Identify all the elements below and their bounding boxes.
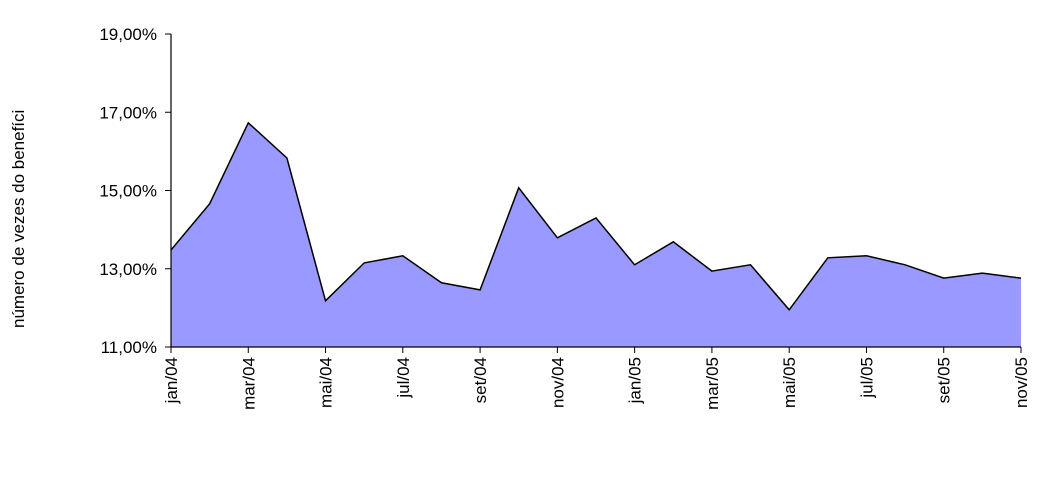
y-tick-label: 15,00% [99,182,157,201]
x-tick-label: set/05 [935,357,954,403]
x-tick-label: jan/04 [162,357,181,404]
x-tick-label: nov/05 [1012,357,1031,408]
x-tick-label: mar/05 [703,357,722,410]
x-tick-label: nov/04 [548,357,567,408]
y-tick-label: 13,00% [99,260,157,279]
x-tick-label: set/04 [471,357,490,403]
area [171,122,1021,347]
x-tick-label: mar/04 [239,357,258,410]
area-line [170,121,1022,312]
x-tick-label: jul/05 [857,357,876,399]
x-tick-label: mai/05 [780,357,799,408]
y-tick-label: 11,00% [101,338,157,357]
x-tick-label: jan/05 [626,357,645,404]
y-axis-label: número de vezes do benefíci [9,110,28,328]
x-tick-label: mai/04 [317,357,336,408]
y-tick-label: 19,00% [99,25,157,44]
x-tick-label: jul/04 [394,357,413,399]
y-tick-label: 17,00% [99,103,157,122]
